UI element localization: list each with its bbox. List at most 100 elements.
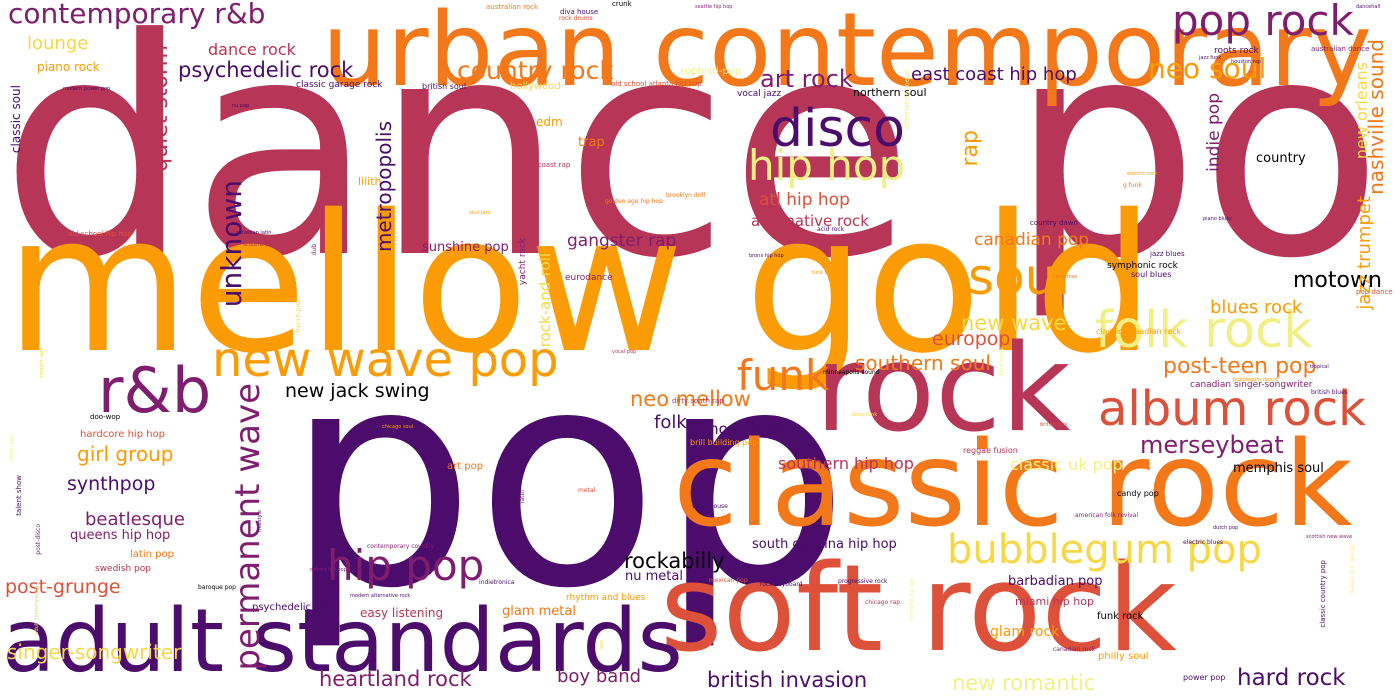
word-genre: art pop: [447, 461, 484, 472]
word-genre: alternative metal: [903, 69, 911, 130]
word-genre: british soul: [422, 82, 467, 91]
word-genre: jazz blues: [1150, 250, 1185, 258]
word-genre: tropical: [1310, 364, 1329, 370]
word-genre: europop: [932, 328, 1011, 350]
word-genre: pop dance: [1356, 288, 1393, 296]
word-genre: indie pop: [1204, 93, 1224, 172]
word-genre: merseybeat: [1140, 431, 1284, 459]
word-genre: soul blues: [1131, 270, 1172, 279]
word-genre: west coast rap: [519, 161, 571, 169]
word-genre: jazz trumpet: [1354, 196, 1375, 310]
word-genre: mexican pop: [709, 577, 748, 584]
word-genre: indietronica: [479, 579, 515, 586]
word-genre: talent show: [15, 475, 23, 516]
word-genre: dancehall: [1356, 4, 1381, 10]
word-genre: country rock: [457, 56, 614, 85]
word-genre: country dawn: [1030, 219, 1078, 227]
word-genre: beatlesque: [85, 509, 185, 530]
word-genre: disco house: [999, 347, 1005, 377]
word-genre: seattle hip hop: [695, 4, 733, 10]
word-genre: sunshine pop: [422, 240, 509, 255]
word-genre: old school hip hop: [68, 230, 132, 238]
word-genre: adult contemporary: [34, 585, 40, 635]
word-genre: quiet storm: [148, 45, 173, 172]
word-genre: power pop: [1183, 673, 1226, 682]
word-genre: dirty south rap: [672, 397, 724, 405]
word-genre: new jack swing: [285, 380, 430, 402]
word-genre: hip hop: [748, 141, 906, 190]
word-genre: diva house: [560, 8, 599, 16]
word-genre: soft rock: [660, 540, 1177, 679]
word-genre: adult standards: [2, 590, 683, 692]
word-genre: detroit hip hop: [310, 567, 347, 573]
word-genre: urban contemporary: [322, 0, 1373, 110]
word-genre: g funk: [1123, 182, 1142, 189]
word-genre: post-disco: [35, 524, 42, 555]
word-genre: vocal jazz: [737, 89, 782, 99]
word-genre: glam rock: [990, 624, 1060, 640]
word-genre: modern alternative rock: [350, 593, 411, 599]
word-genre: smooth jazz: [39, 348, 45, 379]
word-genre: unknown: [215, 180, 248, 308]
word-genre: australian dance: [1311, 45, 1370, 53]
word-genre: psychedelic rock: [178, 58, 354, 82]
word-genre: nashville sound: [1364, 39, 1388, 195]
word-genre: dub: [311, 244, 318, 256]
word-genre: sophisti-pop: [680, 66, 742, 77]
word-genre: easy listening: [360, 606, 444, 620]
word-genre: boy band: [557, 666, 642, 687]
word-genre: brooklyn drill: [666, 192, 706, 199]
word-genre: classic soul: [9, 85, 23, 154]
word-genre: disco: [770, 99, 905, 159]
word-genre: dance pop: [0, 0, 1400, 324]
word-genre: blues rock: [1210, 297, 1303, 318]
word-genre: classic canadian rock: [1096, 327, 1182, 336]
word-genre: hollywood: [510, 81, 561, 92]
word-genre: latin pop: [130, 549, 174, 560]
word-genre: new wave: [961, 311, 1067, 335]
word-genre: scottish new wave: [1306, 534, 1353, 540]
word-genre: acoustic pop: [243, 242, 275, 248]
word-genre: rock-and-roll: [536, 253, 554, 348]
word-genre: bronx hip hop: [749, 253, 784, 259]
word-genre: yacht rock: [518, 238, 528, 286]
word-genre: eurodance: [565, 273, 613, 283]
word-genre: post-grunge: [5, 576, 121, 598]
word-genre: motown: [1293, 268, 1382, 293]
word-genre: bubblegum pop: [947, 527, 1262, 573]
word-genre: pop: [285, 305, 850, 654]
word-genre: classic uk pop: [1010, 455, 1123, 474]
word-genre: modern rock: [704, 420, 799, 438]
word-genre: canadian latin: [236, 230, 272, 236]
word-genre: classic rock: [673, 415, 1353, 553]
word-genre: modern power pop: [63, 86, 111, 92]
word-genre: art rock: [760, 65, 853, 93]
word-genre: latin: [519, 490, 526, 504]
word-genre: canadian singer-songwriter: [1190, 380, 1313, 390]
word-genre: contemporary country: [367, 543, 435, 550]
word-genre: nu pop: [232, 103, 250, 109]
word-genre: girl group: [77, 442, 174, 466]
word-genre: symphonic rock: [1107, 261, 1178, 271]
word-genre: jazz: [599, 640, 605, 650]
word-genre: metal: [578, 487, 596, 494]
word-genre: south carolina hip hop: [752, 537, 897, 552]
word-genre: pop rock: [1172, 0, 1354, 45]
word-genre: lounge: [27, 33, 89, 54]
word-genre: soul: [968, 248, 1071, 306]
word-genre: bubblegum dance: [1233, 377, 1279, 383]
word-genre: miami hip hop: [1015, 595, 1094, 608]
word-genre: vocal house: [692, 503, 728, 510]
word-genre: minneapolis sound: [823, 369, 880, 376]
word-genre: old school atlanta hip hop: [611, 80, 702, 88]
word-genre: nu metal: [625, 569, 683, 584]
word-genre: mellow gold: [5, 174, 1155, 395]
word-genre: gangster rap: [567, 231, 677, 251]
word-genre: soul jazz: [469, 210, 491, 216]
word-genre: chicago rap: [865, 599, 901, 606]
word-genre: rockabilly: [624, 549, 725, 573]
word-genre: british rock: [1040, 422, 1068, 428]
word-genre: singer-songwriter: [7, 640, 182, 664]
word-genre: british invasion: [707, 668, 868, 692]
word-genre: grunge: [1042, 100, 1048, 118]
